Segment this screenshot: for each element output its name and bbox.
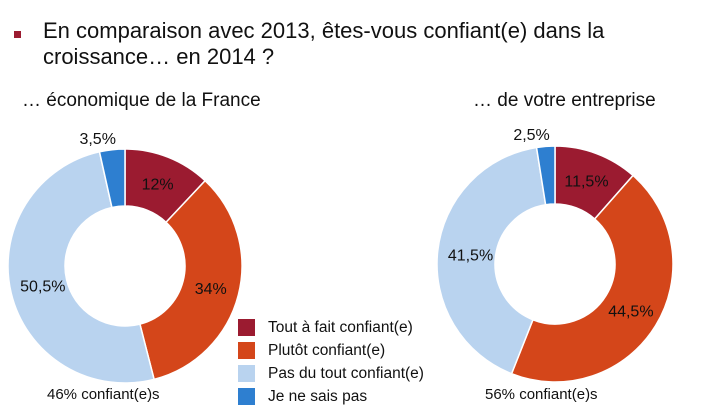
legend-label: Plutôt confiant(e)	[268, 341, 386, 359]
legend-item: Pas du tout confiant(e)	[238, 362, 424, 385]
donut-slice	[7, 150, 156, 384]
slice-label: 50,5%	[20, 279, 65, 296]
legend: Tout à fait confiant(e) Plutôt confiant(…	[238, 316, 424, 408]
legend-swatch	[238, 319, 255, 336]
slide-title: En comparaison avec 2013, êtes-vous conf…	[43, 18, 605, 69]
footer-france: 46% confiant(e)s	[47, 386, 160, 403]
slice-label: 2,5%	[513, 127, 549, 144]
legend-swatch	[238, 365, 255, 382]
legend-item: Plutôt confiant(e)	[238, 339, 424, 362]
legend-swatch	[238, 388, 255, 405]
legend-item: Je ne sais pas	[238, 385, 424, 408]
legend-swatch	[238, 342, 255, 359]
legend-label: Je ne sais pas	[268, 387, 368, 405]
legend-label: Pas du tout confiant(e)	[268, 364, 424, 382]
chart-title-entreprise: … de votre entreprise	[473, 90, 656, 111]
slice-label: 11,5%	[564, 174, 608, 191]
slice-label: 12%	[142, 177, 174, 194]
slice-label: 34%	[195, 281, 227, 298]
slice-label: 3,5%	[79, 131, 115, 148]
donut-slice	[139, 179, 243, 381]
chart-title-france: … économique de la France	[22, 90, 261, 111]
donut-slice	[535, 145, 556, 206]
slice-label: 41,5%	[448, 248, 493, 265]
slice-label: 44,5%	[608, 304, 653, 321]
bullet-icon	[14, 31, 21, 38]
legend-label: Tout à fait confiant(e)	[268, 318, 413, 336]
donut-slice	[436, 146, 547, 375]
donut-slice	[510, 174, 674, 383]
footer-entreprise: 56% confiant(e)s	[485, 386, 598, 403]
legend-item: Tout à fait confiant(e)	[238, 316, 424, 339]
donut-slice	[98, 148, 126, 209]
